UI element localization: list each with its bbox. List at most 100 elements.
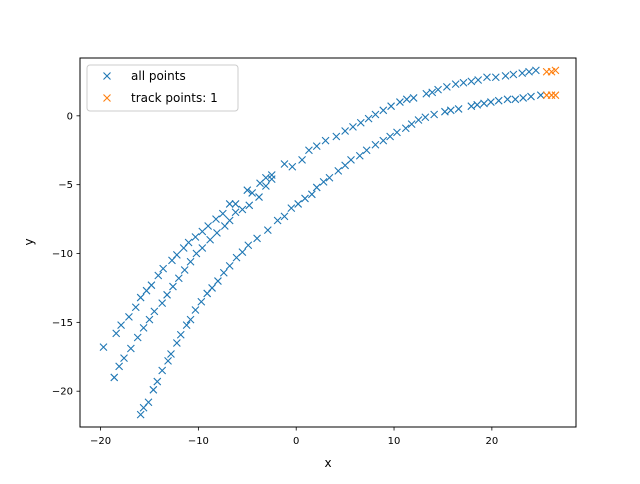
all-points-marker [319, 178, 328, 186]
all-points-marker [174, 274, 183, 283]
legend-label-all-points: all points [131, 69, 186, 83]
all-points-marker [467, 77, 476, 86]
all-points-marker [341, 127, 350, 135]
all-points-marker [402, 95, 411, 104]
all-points-marker [371, 110, 380, 119]
all-points-marker [219, 268, 228, 277]
all-points-marker [231, 200, 240, 208]
all-points-marker [184, 238, 193, 247]
plot-marks [99, 66, 560, 419]
all-points-marker [191, 306, 200, 314]
all-points-marker [355, 151, 364, 160]
all-points-marker [379, 136, 388, 145]
all-points-marker [176, 330, 185, 339]
all-points-marker [301, 194, 309, 203]
all-points-marker [136, 293, 145, 302]
all-points-marker [225, 262, 234, 270]
all-points-marker [288, 162, 297, 171]
all-points-marker [186, 315, 195, 324]
all-points-marker [125, 312, 133, 321]
all-points-marker [483, 73, 491, 82]
legend-marker-x [103, 72, 111, 80]
all-points-marker [474, 76, 483, 84]
legend-marker-x [103, 94, 111, 102]
x-tick-label: 0 [293, 436, 299, 447]
all-points-marker [167, 350, 175, 358]
all-points-marker [131, 303, 140, 312]
all-points-marker [144, 398, 153, 407]
all-points-marker [159, 264, 168, 273]
all-points-marker [191, 233, 200, 241]
all-points-marker [480, 99, 488, 108]
all-points-marker [267, 175, 276, 184]
all-points-marker [182, 321, 191, 330]
all-points-marker [347, 155, 355, 164]
all-points-marker [501, 72, 510, 80]
all-points-marker [334, 167, 343, 175]
all-points-marker [169, 282, 177, 291]
y-tick-label: 0 [67, 111, 73, 122]
all-points-marker [158, 366, 167, 375]
all-points-marker [356, 118, 365, 127]
all-points-marker [253, 234, 261, 243]
all-points-marker [305, 146, 313, 155]
x-tick-label: 20 [485, 436, 498, 447]
all-points-marker [263, 226, 272, 234]
legend-marker-track-points [103, 94, 111, 102]
all-points-marker [231, 208, 240, 217]
all-points-marker [494, 96, 503, 105]
all-points-marker [393, 128, 401, 137]
all-points-marker [206, 235, 215, 244]
all-points-marker [238, 248, 247, 257]
all-points-marker [112, 329, 121, 338]
all-points-marker [213, 228, 221, 237]
all-points-marker [126, 344, 135, 353]
legend-marker-all-points [103, 72, 111, 80]
all-points-marker [386, 132, 395, 141]
all-points-marker [379, 106, 388, 115]
all-points-marker [150, 307, 159, 316]
all-points-marker [186, 257, 195, 266]
x-tick-label: 10 [388, 436, 401, 447]
all-points-marker [117, 321, 125, 330]
all-points-marker [280, 160, 289, 168]
all-points-marker [158, 299, 167, 307]
legend-label-track-points: track points: 1 [131, 91, 218, 105]
y-tick-label: −15 [52, 318, 73, 329]
track-point-marker [547, 91, 556, 100]
all-points-marker [163, 290, 171, 299]
all-points-marker [503, 95, 512, 104]
all-points-marker [145, 315, 154, 324]
x-tick-label: −10 [188, 436, 209, 447]
x-tick-label: −20 [90, 436, 111, 447]
all-points-marker [133, 333, 142, 342]
all-points-marker [430, 110, 439, 119]
all-points-marker [532, 66, 540, 75]
all-points-marker [518, 69, 527, 78]
all-points-marker [414, 116, 423, 124]
y-tick-label: −5 [58, 180, 73, 191]
all-points-marker [421, 113, 430, 122]
all-points-marker [491, 73, 500, 82]
all-points-marker [446, 106, 455, 115]
all-points-marker [218, 209, 227, 218]
all-points-marker [244, 241, 253, 250]
all-points-marker [459, 78, 468, 87]
all-points-marker [214, 277, 222, 285]
all-points-marker [519, 94, 528, 102]
all-points-marker [110, 373, 119, 382]
x-axis-label: x [324, 456, 331, 470]
all-points-marker [298, 155, 306, 164]
all-points-marker [208, 284, 216, 292]
all-points-marker [255, 193, 263, 201]
all-points-marker [243, 186, 252, 195]
all-points-marker [287, 204, 296, 212]
all-points-marker [139, 323, 148, 332]
all-points-marker [441, 107, 449, 116]
track-point-marker [551, 66, 560, 75]
all-points-marker [536, 91, 545, 100]
all-points-marker [197, 297, 206, 306]
all-points-marker [486, 98, 495, 106]
all-points-marker [409, 94, 418, 102]
